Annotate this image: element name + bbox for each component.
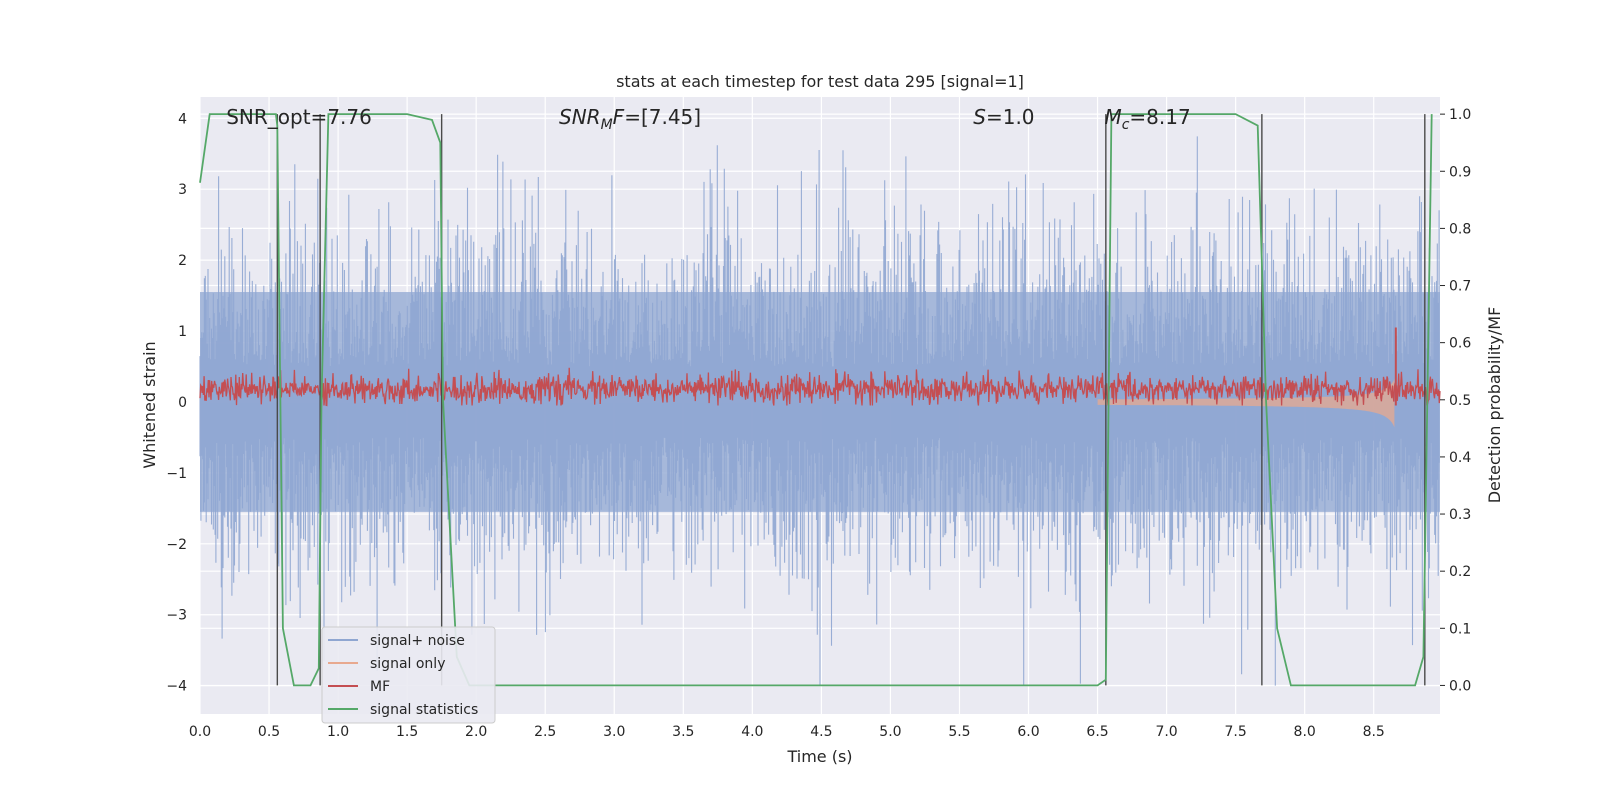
annotation-text: S=1.0	[973, 105, 1034, 129]
x-tick-label: 3.0	[603, 724, 625, 740]
y-axis-ticks: −4 −3 −2 −1 0 1 2 3 4	[166, 111, 187, 694]
x-axis-ticks: 0.0 0.5 1.0 1.5 2.0 2.5 3.0 3.5 4.0 4.5 5.0 5.5 6.0 6…	[189, 724, 1385, 740]
y-axis-label: Whitened strain	[140, 341, 159, 468]
x-tick-label: 2.5	[534, 724, 556, 740]
signal-envelope	[1097, 379, 1395, 428]
x-tick-label: 7.5	[1225, 724, 1247, 740]
x-tick-label: 6.0	[1017, 724, 1039, 740]
x-tick-label: 1.5	[396, 724, 418, 740]
y-tick-label: −1	[166, 466, 187, 482]
x-tick-label: 5.0	[879, 724, 901, 740]
series-signal-only	[1097, 379, 1395, 428]
y-right-axis-ticks: 0.0 0.1 0.2 0.3 0.4 0.5 0.6 0.7 0.8 0.9 1.0	[1440, 107, 1471, 694]
legend: signal+ noise signal only MF signal stat…	[321, 626, 496, 724]
y-right-tick-label: 0.2	[1449, 564, 1471, 580]
y-tick-label: −4	[166, 679, 187, 695]
legend-label-signal-only: signal only	[370, 656, 445, 672]
x-tick-label: 8.0	[1294, 724, 1316, 740]
y-right-tick-label: 0.0	[1449, 678, 1471, 694]
y-tick-label: 4	[178, 111, 187, 127]
annotation-text: Mc=8.17	[1104, 105, 1190, 133]
y-right-tick-label: 0.4	[1449, 450, 1471, 466]
legend-label-mf: MF	[370, 679, 390, 695]
annotation-text: SNR_opt=7.76	[226, 105, 372, 129]
annotation-text: SNRMF=[7.45]	[559, 105, 701, 133]
y-right-tick-label: 0.1	[1449, 621, 1471, 637]
vertical-markers	[276, 114, 1426, 686]
annotations: SNR_opt=7.76 SNRMF=[7.45] S=1.0 Mc=8.17	[226, 105, 1190, 133]
y-tick-label: 3	[178, 182, 187, 198]
x-tick-label: 5.5	[948, 724, 970, 740]
legend-box	[321, 626, 496, 724]
legend-label-signal-plus-noise: signal+ noise	[370, 633, 465, 649]
y-tick-label: 2	[178, 253, 187, 269]
x-tick-label: 4.5	[810, 724, 832, 740]
x-tick-label: 8.5	[1363, 724, 1385, 740]
y-tick-label: −2	[166, 537, 187, 553]
legend-label-signal-statistics: signal statistics	[370, 702, 478, 718]
y-tick-label: 1	[178, 324, 187, 340]
series-signal-statistics	[199, 113, 1433, 687]
y-right-tick-label: 0.8	[1449, 221, 1471, 237]
series-mf	[199, 327, 1441, 407]
x-tick-label: 7.0	[1155, 724, 1177, 740]
x-tick-label: 2.0	[465, 724, 487, 740]
y-right-axis-label: Detection probability/MF	[1485, 307, 1504, 504]
signal-statistics-line	[199, 113, 1433, 687]
y-right-tick-label: 0.9	[1449, 164, 1471, 180]
x-tick-label: 0.5	[258, 724, 280, 740]
x-tick-label: 6.5	[1086, 724, 1108, 740]
y-tick-label: −3	[166, 608, 187, 624]
x-tick-label: 0.0	[189, 724, 211, 740]
y-right-tick-label: 0.7	[1449, 279, 1471, 295]
y-right-tick-label: 0.3	[1449, 507, 1471, 523]
mf-trace	[199, 367, 1441, 407]
y-right-tick-label: 1.0	[1449, 107, 1471, 123]
y-right-tick-label: 0.6	[1449, 336, 1471, 352]
x-tick-label: 3.5	[672, 724, 694, 740]
x-axis-label: Time (s)	[786, 747, 852, 766]
x-tick-label: 1.0	[327, 724, 349, 740]
chart-title: stats at each timestep for test data 295…	[616, 72, 1024, 91]
y-tick-label: 0	[178, 395, 187, 411]
y-right-tick-label: 0.5	[1449, 393, 1471, 409]
x-tick-label: 4.0	[741, 724, 763, 740]
